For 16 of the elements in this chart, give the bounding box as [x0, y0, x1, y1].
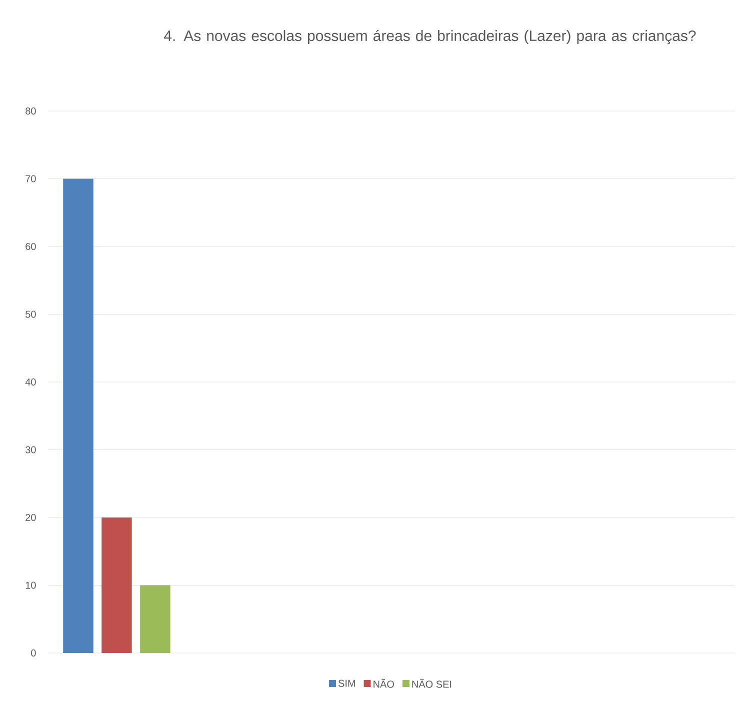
bar — [140, 585, 170, 653]
y-tick-label: 70 — [26, 175, 36, 182]
y-tick-label: 20 — [26, 514, 36, 522]
legend-label: NÃO — [374, 678, 394, 688]
y-tick-label: 10 — [26, 582, 36, 589]
y-tick-label: 40 — [25, 378, 36, 386]
chart-title: 4. As novas escolas possuem áreas de brincadeiras (Lazer) para as crianças? — [164, 30, 696, 44]
y-tick-label: 60 — [26, 242, 36, 250]
y-tick-label: 30 — [25, 446, 36, 454]
legend-label: SIM — [338, 680, 355, 687]
y-tick-label: 0 — [31, 649, 36, 657]
y-tick-label: 80 — [26, 107, 36, 115]
legend-label: NÃO SEI — [412, 678, 452, 688]
y-tick-label: 50 — [26, 310, 36, 318]
bar — [63, 178, 94, 653]
bar — [102, 518, 132, 653]
